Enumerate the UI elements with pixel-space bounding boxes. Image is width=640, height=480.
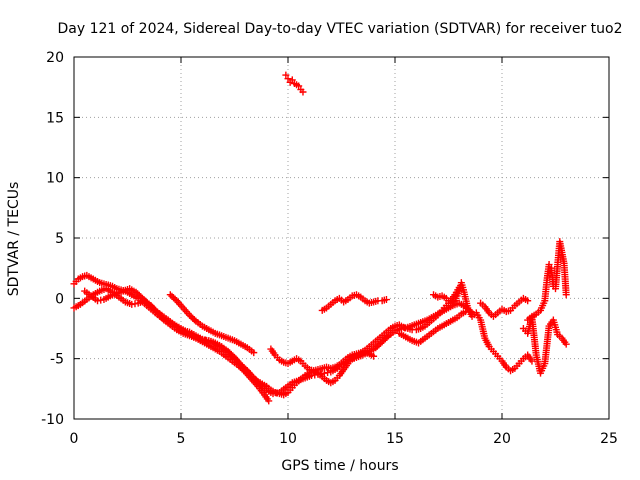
data-point (240, 366, 248, 374)
x-tick-label: 5 (177, 431, 186, 447)
x-tick-label: 25 (600, 431, 618, 447)
series-arc-6 (318, 291, 390, 314)
series-arc-11 (519, 314, 570, 377)
data-point (265, 397, 273, 405)
y-tick-label: -10 (41, 412, 64, 428)
data-point (524, 297, 532, 305)
series-arc-10 (477, 294, 532, 320)
x-tick-label: 10 (279, 431, 297, 447)
series-arc-12 (524, 238, 570, 324)
data-point (383, 333, 391, 341)
data-point (545, 261, 553, 269)
y-tick-label: 5 (55, 231, 64, 247)
y-tick-label: 0 (55, 291, 64, 307)
data-point (250, 349, 258, 357)
series-arc-7 (282, 71, 307, 96)
axis-ticks (73, 56, 610, 420)
data-point (282, 71, 290, 79)
data-point (171, 295, 179, 303)
y-tick-label: 10 (46, 171, 64, 187)
data-point (190, 316, 198, 324)
data-point (562, 291, 570, 299)
data-point (295, 82, 303, 90)
data-point (288, 76, 296, 84)
y-axis-title: SDTVAR / TECUs (6, 182, 22, 297)
x-tick-label: 0 (70, 431, 79, 447)
series-arc-9 (430, 279, 536, 375)
y-tick-label: -5 (50, 352, 64, 368)
data-point (562, 340, 570, 348)
data-point (299, 88, 307, 96)
x-tick-labels: 0 5 10 15 20 25 (70, 431, 618, 447)
data-point (382, 296, 390, 304)
series-arc-8 (395, 308, 470, 347)
x-axis-title: GPS time / hours (281, 458, 398, 474)
y-tick-labels: -10 -5 0 5 10 15 20 (41, 50, 64, 428)
series-arc-4 (166, 291, 258, 357)
x-tick-label: 20 (493, 431, 511, 447)
series-arc-3 (81, 285, 273, 405)
grid-lines (74, 57, 609, 419)
series-arc-5 (267, 345, 378, 387)
data-points (70, 71, 570, 405)
data-point (150, 305, 158, 313)
y-tick-label: 15 (46, 110, 64, 126)
chart-title: Day 121 of 2024, Sidereal Day-to-day VTE… (57, 21, 622, 37)
data-point (528, 357, 536, 365)
y-tick-label: 20 (46, 50, 64, 66)
x-tick-label: 15 (386, 431, 404, 447)
data-point (284, 75, 292, 83)
data-point (370, 352, 378, 360)
